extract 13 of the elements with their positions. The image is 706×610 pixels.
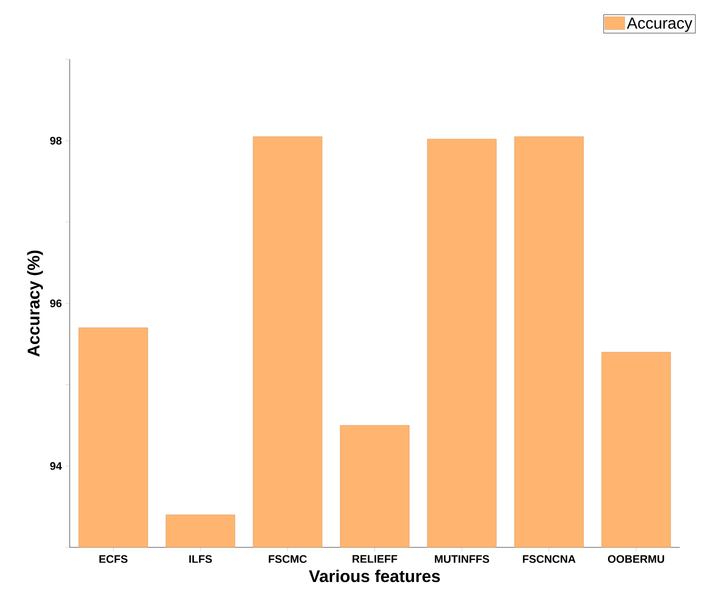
y-tick-label: 98 xyxy=(50,136,62,145)
x-tick-label: RELIEFF xyxy=(352,555,398,563)
x-tick-label: MUTINFFS xyxy=(434,555,490,563)
x-tick-label: FSCNCNA xyxy=(522,555,576,563)
y-tick-label: 96 xyxy=(50,299,62,308)
x-axis-title: Various features xyxy=(308,570,440,582)
x-tick-label: ECFS xyxy=(99,555,128,563)
y-tick-label: 94 xyxy=(50,462,62,470)
legend-label: Accuracy xyxy=(626,18,692,32)
x-tick-label: OOBERMU xyxy=(608,555,664,563)
y-axis-title: Accuracy (%) xyxy=(27,250,43,357)
x-tick-label: FSCMC xyxy=(268,555,307,563)
x-tick-label: ILFS xyxy=(189,555,212,563)
